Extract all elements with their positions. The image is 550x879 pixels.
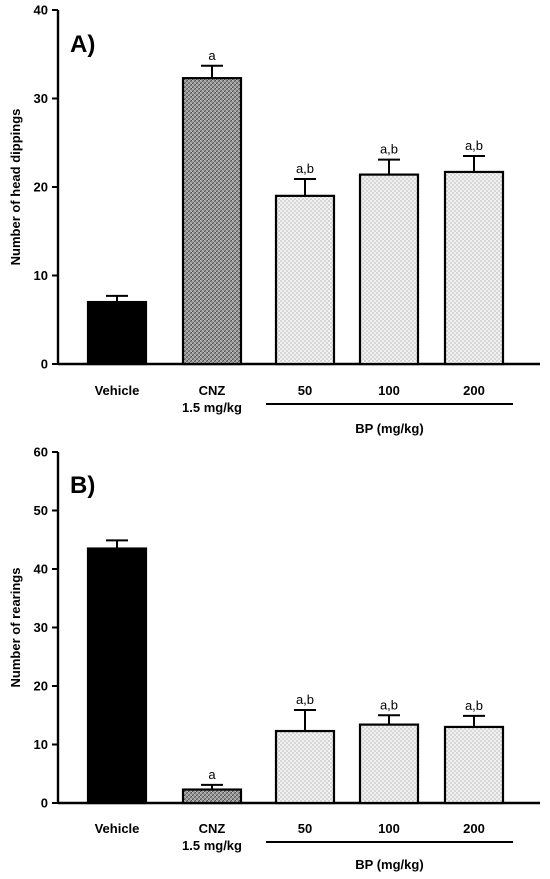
x-tick-label: 50 (298, 383, 312, 398)
bar-200 (443, 170, 505, 366)
bar-vehicle (86, 547, 148, 805)
x-tick-label: 100 (378, 383, 400, 398)
panel-label: B) (70, 472, 95, 499)
y-tick-label: 20 (34, 180, 48, 195)
significance-label: a,b (380, 142, 398, 157)
x-tick-label: CNZ (199, 383, 226, 398)
y-axis-label: Number of rearings (8, 568, 23, 688)
x-tick-label: 1.5 mg/kg (182, 400, 242, 415)
panel-label: A) (70, 31, 95, 58)
significance-label: a,b (296, 161, 314, 176)
y-tick-label: 10 (34, 268, 48, 283)
group-label: BP (mg/kg) (355, 857, 423, 872)
y-tick-label: 40 (34, 3, 48, 18)
y-tick-label: 40 (34, 562, 48, 577)
x-tick-label: 200 (463, 383, 485, 398)
y-tick-label: 0 (41, 357, 48, 372)
significance-label: a,b (465, 698, 483, 713)
bar-100 (358, 173, 420, 366)
x-tick-label: Vehicle (95, 383, 140, 398)
x-tick-label: 100 (378, 821, 400, 836)
panel-a-head-dippings: 0 10 20 30 40 Number of head dippings A) Vehicl… (8, 3, 540, 436)
x-tick-label: Vehicle (95, 821, 140, 836)
group-label: BP (mg/kg) (355, 421, 423, 436)
significance-label: a,b (296, 692, 314, 707)
y-axis-label: Number of head dippings (8, 109, 23, 266)
y-tick-label: 50 (34, 503, 48, 518)
bar-200 (443, 725, 505, 805)
x-tick-label: CNZ (199, 821, 226, 836)
y-tick-label: 60 (34, 445, 48, 460)
x-tick-label: 50 (298, 821, 312, 836)
bar-cnz (181, 77, 243, 366)
bar-100 (358, 723, 420, 805)
panel-b-rearings: 0 10 20 30 40 50 60 Number of rearings B) Vehicle… (8, 445, 540, 872)
y-tick-label: 30 (34, 91, 48, 106)
y-tick-label: 0 (41, 796, 48, 811)
bar-vehicle (86, 300, 148, 366)
significance-label: a (208, 48, 216, 63)
significance-label: a,b (465, 138, 483, 153)
bar-50 (274, 194, 336, 366)
y-tick-label: 10 (34, 737, 48, 752)
x-tick-label: 1.5 mg/kg (182, 838, 242, 853)
y-tick-label: 30 (34, 620, 48, 635)
significance-label: a,b (380, 697, 398, 712)
x-tick-label: 200 (463, 821, 485, 836)
significance-label: a (208, 767, 216, 782)
y-tick-label: 20 (34, 679, 48, 694)
bar-cnz (181, 788, 243, 805)
bar-50 (274, 729, 336, 805)
